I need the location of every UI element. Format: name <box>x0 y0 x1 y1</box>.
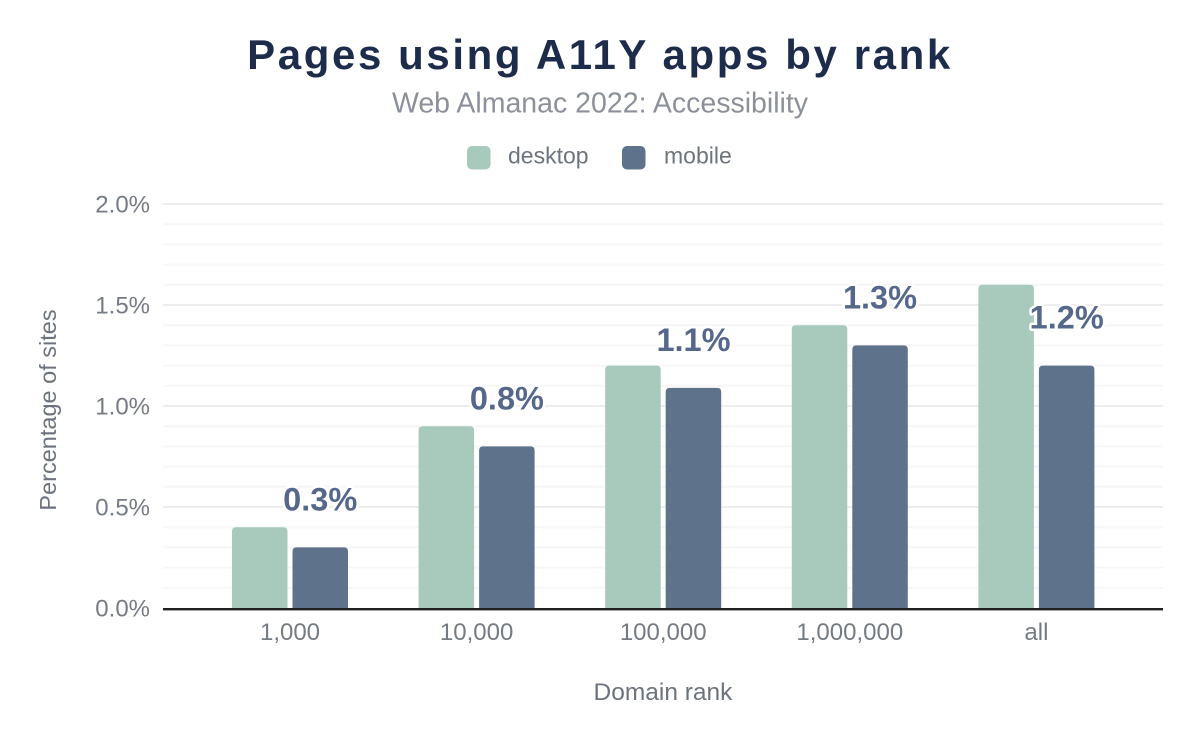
svg-text:1.1%: 1.1% <box>656 322 730 358</box>
svg-text:Percentage of sites: Percentage of sites <box>35 309 61 510</box>
svg-text:1.3%: 1.3% <box>843 279 917 315</box>
svg-text:0.5%: 0.5% <box>95 495 150 522</box>
svg-text:mobile: mobile <box>664 143 732 169</box>
svg-text:100,000: 100,000 <box>620 619 707 646</box>
svg-text:Pages using A11Y apps by rank: Pages using A11Y apps by rank <box>247 31 953 78</box>
svg-text:Domain rank: Domain rank <box>594 679 734 706</box>
svg-text:Web Almanac 2022: Accessibilit: Web Almanac 2022: Accessibility <box>392 88 809 120</box>
svg-text:desktop: desktop <box>508 143 589 169</box>
svg-text:1,000: 1,000 <box>260 619 320 646</box>
svg-text:1,000,000: 1,000,000 <box>796 619 903 646</box>
svg-text:1.0%: 1.0% <box>95 394 150 421</box>
svg-text:0.3%: 0.3% <box>283 481 357 517</box>
svg-text:2.0%: 2.0% <box>95 192 150 219</box>
svg-text:all: all <box>1024 619 1048 646</box>
svg-text:0.0%: 0.0% <box>95 596 150 623</box>
svg-text:1.2%: 1.2% <box>1030 300 1104 336</box>
svg-text:10,000: 10,000 <box>440 619 513 646</box>
svg-text:1.5%: 1.5% <box>95 293 150 320</box>
svg-text:0.8%: 0.8% <box>470 380 544 416</box>
